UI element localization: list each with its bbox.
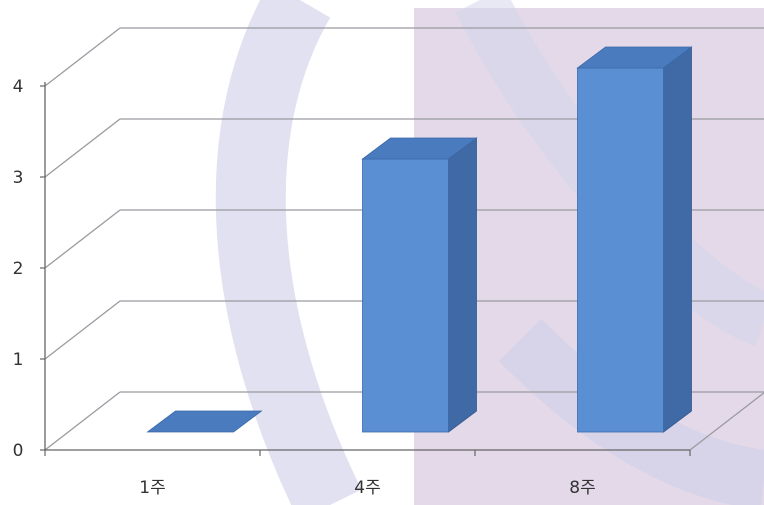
bar-0 bbox=[146, 410, 263, 433]
bar-2 bbox=[576, 46, 693, 433]
bar-layer bbox=[146, 46, 693, 433]
y-tick-label: 1 bbox=[13, 350, 24, 370]
y-tick-label: 2 bbox=[13, 259, 24, 279]
gridline-diagonal-1 bbox=[44, 300, 121, 360]
gridline-diagonal-4 bbox=[44, 27, 121, 87]
x-tick-label: 8주 bbox=[569, 478, 595, 498]
x-tick-label: 4주 bbox=[354, 478, 380, 498]
bar-front bbox=[362, 158, 449, 433]
bar-side bbox=[663, 46, 692, 433]
y-tick-label: 3 bbox=[13, 168, 24, 188]
bar-side bbox=[448, 137, 477, 433]
bar-front bbox=[577, 67, 664, 433]
y-tick-label: 0 bbox=[13, 441, 24, 461]
bar-top bbox=[146, 410, 263, 433]
x-tick-label: 1주 bbox=[139, 478, 165, 498]
axis-layer bbox=[40, 82, 691, 456]
floor-right-edge bbox=[689, 391, 764, 451]
bar-top bbox=[361, 137, 478, 160]
bar-top bbox=[576, 46, 693, 69]
label-layer: 0 1 2 3 4 1주 4주 8주 bbox=[13, 77, 596, 498]
bar-1 bbox=[361, 137, 478, 433]
gridline-diagonal-0 bbox=[44, 391, 121, 451]
y-tick-label: 4 bbox=[13, 77, 24, 97]
gridline-diagonal-2 bbox=[44, 209, 121, 269]
gridline-diagonal-3 bbox=[44, 118, 121, 178]
